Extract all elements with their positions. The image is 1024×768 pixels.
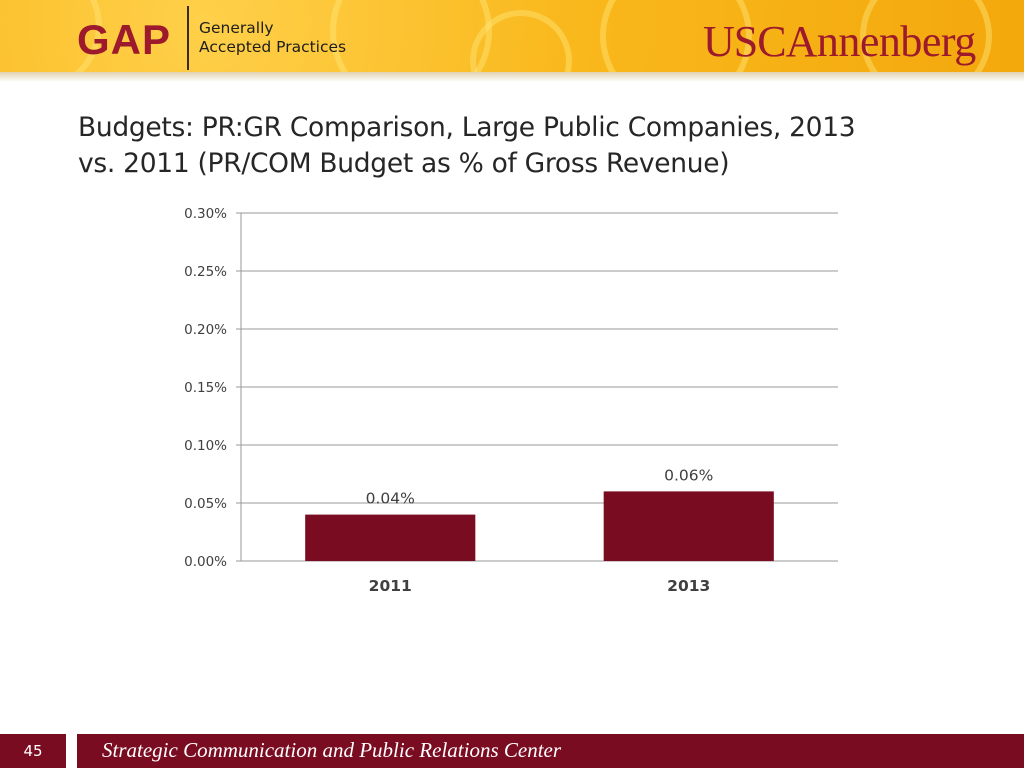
usc-logo-text: USC (703, 17, 787, 66)
footer-separator (66, 734, 77, 768)
bar (603, 491, 774, 561)
y-tick-label: 0.15% (184, 380, 227, 396)
logo-divider (187, 6, 189, 70)
usc-annenberg-logo: USCAnnenberg (703, 18, 976, 66)
decorative-swirl (860, 0, 992, 72)
header-shadow (0, 72, 1024, 82)
slide-title: Budgets: PR:GR Comparison, Large Public … (78, 110, 978, 182)
annenberg-logo-text: Annenberg (785, 17, 977, 66)
y-tick-label: 0.10% (184, 438, 227, 454)
decorative-swirl (0, 0, 102, 72)
y-tick-label: 0.00% (184, 554, 227, 570)
header-banner (0, 0, 1024, 72)
x-tick-label: 2013 (667, 577, 710, 595)
gap-subtitle-line1: Generally (199, 19, 274, 37)
y-tick-label: 0.30% (184, 206, 227, 222)
slide-title-line1: Budgets: PR:GR Comparison, Large Public … (78, 112, 856, 143)
page-number: 45 (23, 742, 43, 760)
data-label: 0.06% (664, 466, 713, 484)
x-tick-label: 2011 (369, 577, 412, 595)
footer-bar (0, 734, 1024, 768)
data-label: 0.04% (366, 490, 415, 508)
gap-logo: GAP (77, 16, 172, 63)
decorative-swirl (600, 0, 752, 72)
footer-text: Strategic Communication and Public Relat… (102, 738, 562, 762)
gap-subtitle-line2: Accepted Practices (199, 38, 347, 56)
y-tick-label: 0.20% (184, 322, 227, 338)
slide-title-line2: vs. 2011 (PR/COM Budget as % of Gross Re… (78, 148, 730, 179)
bar-chart: 0.00% 0.05% 0.10% 0.15% 0.20% 0.25% 0.30% 0.04%… (184, 206, 838, 595)
gap-subtitle: Generally Accepted Practices (199, 19, 346, 57)
y-tick-label: 0.25% (184, 264, 227, 280)
y-tick-label: 0.05% (184, 496, 227, 512)
bar (305, 514, 476, 561)
